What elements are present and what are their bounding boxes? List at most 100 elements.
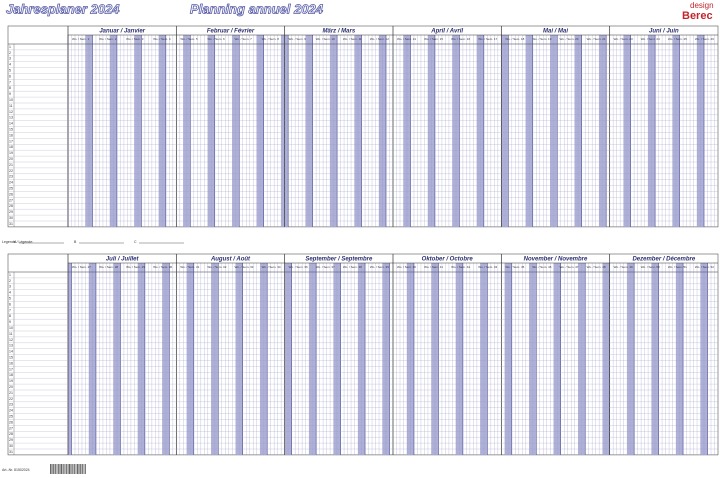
- row-number: 22: [9, 169, 13, 173]
- weekend-column: [211, 263, 215, 455]
- weekend-column: [700, 263, 705, 455]
- row-number: 15: [9, 355, 13, 359]
- weekend-column: [672, 35, 677, 227]
- row-number: 4: [9, 291, 11, 295]
- weekend-column: [116, 263, 121, 455]
- weekend-column: [158, 35, 163, 227]
- weekend-column: [284, 35, 289, 227]
- row-number: 17: [9, 367, 13, 371]
- weekend-column: [676, 35, 680, 227]
- row-number: 24: [9, 409, 13, 413]
- weekend-column: [480, 35, 484, 227]
- row-number: 29: [9, 210, 13, 214]
- barcode-bar: [82, 464, 83, 474]
- weekend-column: [186, 35, 191, 227]
- title-fr: Planning annuel 2024: [190, 1, 324, 16]
- weekend-column: [92, 263, 96, 455]
- weekend-column: [256, 35, 261, 227]
- weekend-column: [480, 263, 484, 455]
- week-label: Wo. / Sem. 7: [235, 37, 253, 41]
- barcode-bar: [68, 464, 70, 474]
- weekend-column: [459, 263, 463, 455]
- weekend-column: [214, 263, 219, 455]
- week-label: Wo. / Sem. 26: [695, 37, 714, 41]
- weekend-column: [211, 35, 215, 227]
- legend-key: C: [134, 240, 137, 244]
- row-number: 11: [9, 332, 13, 336]
- weekend-column: [655, 263, 659, 455]
- weekend-column: [525, 35, 530, 227]
- weekend-column: [386, 263, 390, 455]
- row-number: 9: [9, 92, 11, 96]
- row-number: 1: [9, 45, 11, 49]
- weekend-column: [529, 35, 533, 227]
- weekend-column: [361, 263, 366, 455]
- weekend-column: [141, 263, 145, 455]
- barcode-bar: [58, 464, 59, 474]
- barcode-bar: [71, 464, 73, 474]
- row-number: 1: [9, 273, 11, 277]
- barcode-bar: [79, 464, 81, 474]
- weekend-column: [137, 35, 142, 227]
- weekend-column: [455, 35, 460, 227]
- week-label: Wo. / Sem. 20: [560, 37, 579, 41]
- week-label: Wo. / Sem. 46: [532, 265, 551, 269]
- weekend-column: [379, 35, 383, 227]
- weekend-column: [330, 35, 334, 227]
- week-label: Wo. / Sem. 18: [505, 37, 524, 41]
- weekend-column: [700, 35, 705, 227]
- barcode-bar: [77, 464, 78, 474]
- month-name: November / Novembre: [524, 257, 588, 263]
- weekend-column: [704, 263, 708, 455]
- weekend-column: [232, 35, 236, 227]
- row-number: 29: [9, 438, 13, 442]
- row-number: 5: [9, 68, 11, 72]
- week-label: Wo. / Sem. 19: [532, 37, 551, 41]
- weekend-column: [113, 263, 117, 455]
- weekend-column: [333, 263, 338, 455]
- weekend-column: [623, 35, 628, 227]
- week-label: Wo. / Sem. 23: [614, 37, 633, 41]
- row-number: 13: [9, 344, 13, 348]
- row-number: 31: [9, 222, 13, 226]
- week-label: Wo. / Sem. 51: [668, 265, 687, 269]
- weekend-column: [85, 35, 89, 227]
- weekend-column: [627, 263, 631, 455]
- month-name: Dezember / Décembre: [632, 257, 695, 263]
- row-number: 27: [9, 198, 13, 202]
- weekend-column: [207, 35, 212, 227]
- legend-key: B: [74, 240, 77, 244]
- week-label: Wo. / Sem. 43: [478, 265, 497, 269]
- weekend-column: [627, 35, 631, 227]
- week-label: Wo. / Sem. 1: [72, 37, 90, 41]
- weekend-column: [602, 263, 607, 455]
- weekend-column: [263, 263, 268, 455]
- week-label: Wo. / Sem. 42: [451, 265, 470, 269]
- barcode-bar: [50, 464, 51, 474]
- month-name: Mai / Mai: [543, 29, 568, 35]
- brand: Berec: [682, 10, 713, 22]
- row-number: 28: [9, 204, 13, 208]
- footer: Art.-Nr. 81502024: [2, 468, 30, 472]
- weekend-column: [599, 35, 603, 227]
- weekend-column: [403, 35, 407, 227]
- week-label: Wo. / Sem. 38: [343, 265, 362, 269]
- row-number: 12: [9, 338, 13, 342]
- week-label: Wo. / Sem. 5: [180, 37, 198, 41]
- weekend-column: [483, 263, 488, 455]
- row-number: 16: [9, 361, 13, 365]
- row-number: 7: [9, 80, 11, 84]
- barcode-bar: [66, 464, 67, 474]
- weekend-column: [504, 35, 509, 227]
- weekend-column: [501, 35, 505, 227]
- weekend-column: [333, 35, 338, 227]
- weekend-column: [68, 263, 72, 455]
- month-name: Oktober / Octobre: [422, 257, 474, 263]
- brand-small: design: [690, 1, 714, 10]
- weekend-column: [578, 35, 582, 227]
- row-number: 10: [9, 326, 13, 330]
- week-label: Wo. / Sem. 50: [641, 265, 660, 269]
- barcode-bar: [63, 464, 65, 474]
- row-number: 25: [9, 186, 13, 190]
- weekend-column: [183, 35, 187, 227]
